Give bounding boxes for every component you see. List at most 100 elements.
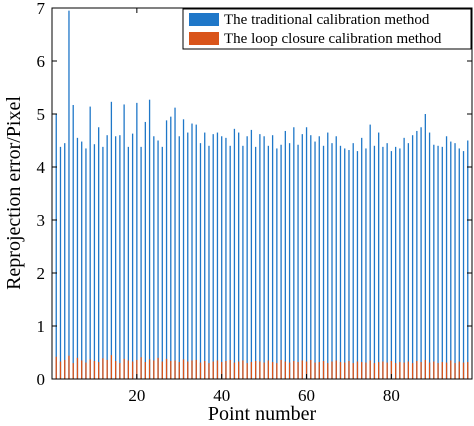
bar-loop-closure-46 <box>246 363 248 379</box>
bar-traditional-35 <box>199 143 202 379</box>
bar-loop-closure-68 <box>339 362 342 379</box>
bar-traditional-64 <box>322 145 325 379</box>
bar-loop-closure-32 <box>187 361 189 379</box>
bar-traditional-78 <box>382 146 384 379</box>
bar-loop-closure-80 <box>390 360 393 379</box>
bar-loop-closure-41 <box>225 360 227 379</box>
bar-traditional-86 <box>416 130 418 379</box>
bar-traditional-72 <box>356 151 359 379</box>
bar-loop-closure-39 <box>216 360 219 379</box>
bar-loop-closure-28 <box>170 360 172 379</box>
bar-loop-closure-92 <box>441 362 443 379</box>
bar-loop-closure-63 <box>318 362 320 379</box>
bar-traditional-79 <box>386 143 388 379</box>
bar-loop-closure-88 <box>424 359 426 379</box>
bar-traditional-14 <box>110 101 113 379</box>
bar-traditional-41 <box>225 137 227 379</box>
bar-loop-closure-94 <box>450 360 452 379</box>
bar-traditional-74 <box>365 148 367 379</box>
bar-traditional-32 <box>187 132 189 379</box>
bar-loop-closure-76 <box>373 363 376 379</box>
bar-loop-closure-12 <box>102 358 104 379</box>
bar-traditional-76 <box>373 145 376 379</box>
bar-traditional-45 <box>242 145 244 379</box>
bar-traditional-5 <box>72 104 74 380</box>
bar-loop-closure-31 <box>182 359 185 379</box>
bar-loop-closure-98 <box>467 362 469 379</box>
bar-loop-closure-96 <box>458 361 460 379</box>
bar-traditional-52 <box>271 135 274 379</box>
legend-swatch-traditional <box>189 13 219 26</box>
legend-label-loop-closure: The loop closure calibration method <box>224 31 442 47</box>
bar-traditional-38 <box>212 134 214 379</box>
bar-traditional-1 <box>55 114 57 379</box>
bar-loop-closure-56 <box>288 362 291 379</box>
bar-loop-closure-38 <box>212 361 214 379</box>
bar-traditional-12 <box>102 146 104 379</box>
bar-loop-closure-18 <box>127 360 130 379</box>
bar-traditional-16 <box>119 135 121 379</box>
bar-traditional-43 <box>233 128 236 379</box>
bar-traditional-10 <box>93 144 96 379</box>
bar-loop-closure-49 <box>259 361 261 379</box>
bar-loop-closure-24 <box>153 360 155 379</box>
bar-loop-closure-72 <box>356 361 359 379</box>
y-tick-label-7: 7 <box>37 0 46 18</box>
bar-loop-closure-51 <box>267 360 270 379</box>
bar-loop-closure-74 <box>365 362 367 379</box>
bar-loop-closure-34 <box>195 359 197 379</box>
bar-loop-closure-48 <box>254 360 257 379</box>
bar-loop-closure-93 <box>445 362 448 379</box>
bar-loop-closure-35 <box>199 362 202 379</box>
bar-traditional-51 <box>267 145 270 379</box>
bar-loop-closure-16 <box>119 363 121 379</box>
bar-loop-closure-20 <box>136 359 138 379</box>
bar-loop-closure-47 <box>250 362 253 379</box>
bar-traditional-9 <box>89 106 91 379</box>
y-tick-label-2: 2 <box>37 264 46 283</box>
bar-loop-closure-97 <box>462 362 465 379</box>
bar-traditional-17 <box>123 104 125 380</box>
y-tick-label-0: 0 <box>37 370 46 389</box>
bar-loop-closure-55 <box>284 361 286 379</box>
bar-loop-closure-77 <box>378 362 380 379</box>
bar-traditional-28 <box>170 116 172 380</box>
bar-loop-closure-4 <box>68 355 70 379</box>
bar-traditional-42 <box>229 145 231 379</box>
bar-traditional-96 <box>458 148 460 379</box>
bar-traditional-97 <box>462 151 465 379</box>
bar-loop-closure-43 <box>233 362 236 379</box>
bar-loop-closure-13 <box>106 359 108 379</box>
bar-loop-closure-37 <box>208 363 210 379</box>
bar-loop-closure-15 <box>114 360 117 379</box>
bar-loop-closure-66 <box>331 361 333 379</box>
bar-traditional-85 <box>411 135 414 379</box>
bar-traditional-94 <box>450 141 452 379</box>
bar-loop-closure-95 <box>454 363 456 379</box>
bar-loop-closure-1 <box>55 356 57 379</box>
bar-traditional-20 <box>136 102 138 380</box>
bar-traditional-27 <box>165 120 168 380</box>
bar-traditional-15 <box>114 136 117 379</box>
bar-traditional-70 <box>348 150 350 379</box>
legend-swatch-loop-closure <box>189 32 219 45</box>
bar-loop-closure-5 <box>72 363 74 379</box>
bar-traditional-66 <box>331 143 333 379</box>
bar-traditional-89 <box>428 132 431 379</box>
bar-traditional-80 <box>390 151 393 379</box>
bar-traditional-67 <box>335 136 337 379</box>
bar-loop-closure-59 <box>301 360 303 379</box>
bar-traditional-83 <box>403 137 405 379</box>
bar-traditional-65 <box>327 132 329 379</box>
bar-traditional-61 <box>310 135 312 379</box>
bar-loop-closure-82 <box>399 362 401 379</box>
bar-loop-closure-36 <box>204 360 206 379</box>
bar-loop-closure-61 <box>310 359 312 379</box>
bar-loop-closure-65 <box>327 363 329 379</box>
bar-traditional-71 <box>352 143 354 379</box>
legend-box <box>182 8 472 50</box>
bar-traditional-81 <box>394 146 397 379</box>
bar-traditional-4 <box>68 10 70 380</box>
plot-frame <box>51 7 473 380</box>
bar-traditional-69 <box>344 148 346 379</box>
